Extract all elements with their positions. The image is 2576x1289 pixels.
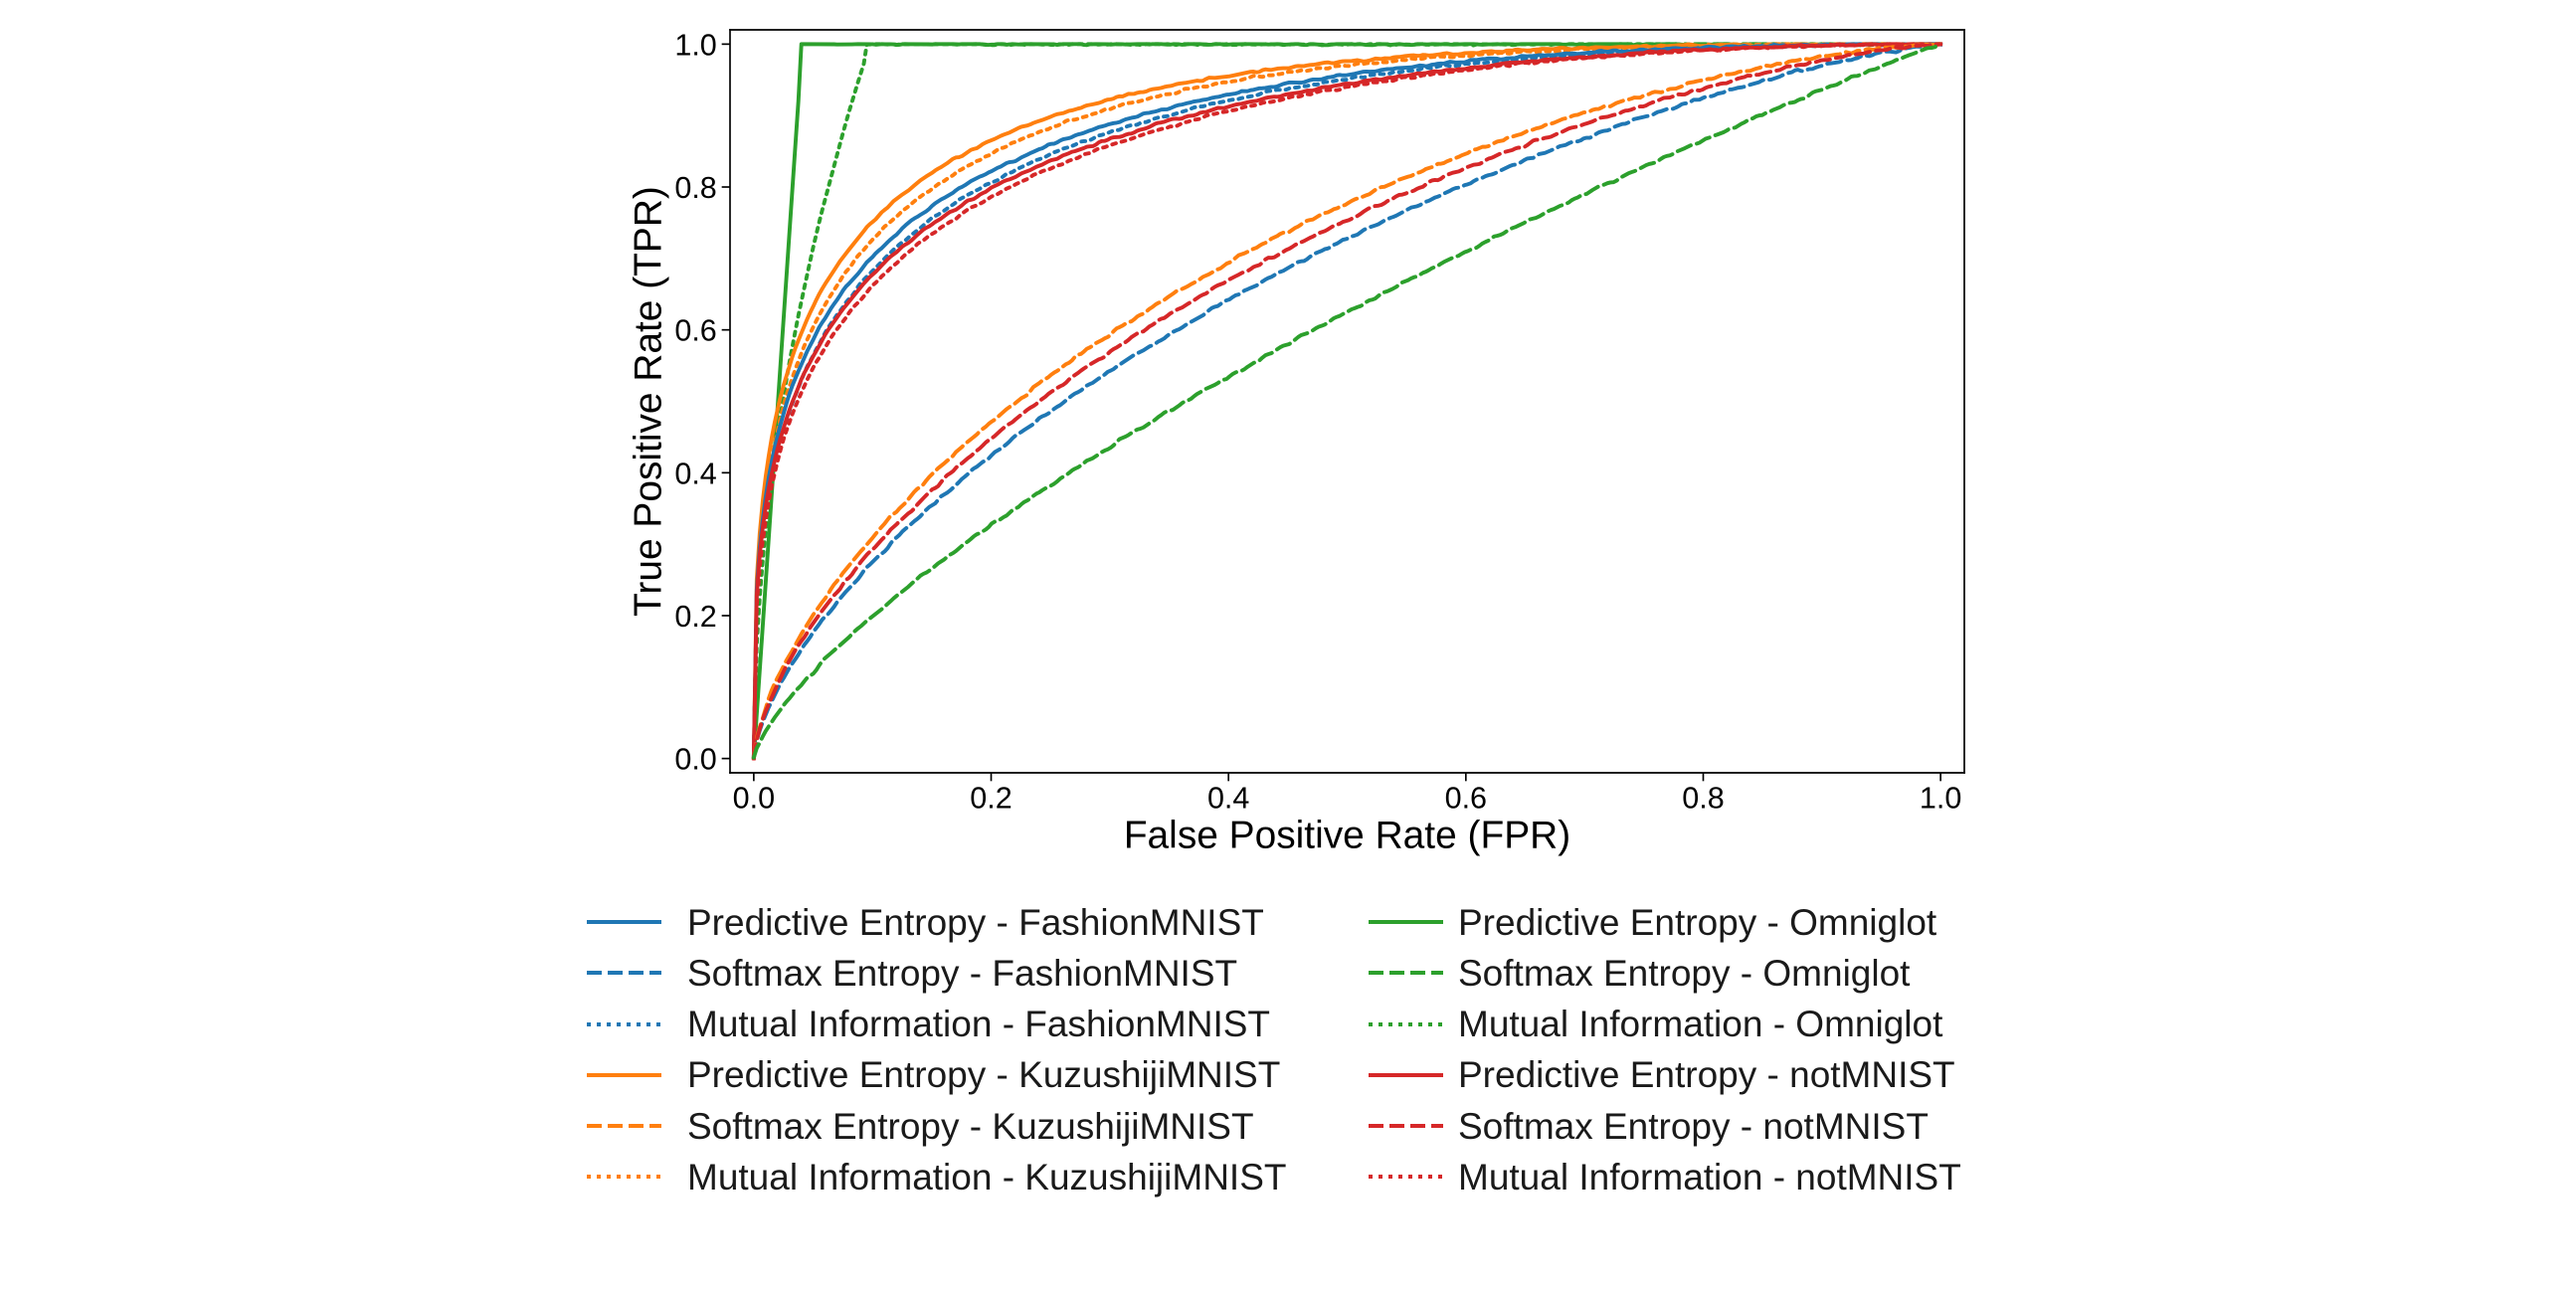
- svg-text:0.8: 0.8: [1682, 781, 1724, 815]
- svg-text:1.0: 1.0: [1920, 781, 1961, 815]
- svg-text:0.4: 0.4: [674, 457, 716, 490]
- svg-text:0.0: 0.0: [733, 781, 775, 815]
- svg-text:0.0: 0.0: [674, 743, 716, 777]
- svg-text:0.2: 0.2: [970, 781, 1012, 815]
- svg-text:False Positive Rate (FPR): False Positive Rate (FPR): [1124, 814, 1570, 856]
- svg-text:0.4: 0.4: [1207, 781, 1249, 815]
- svg-text:0.8: 0.8: [674, 171, 716, 205]
- svg-text:0.2: 0.2: [674, 600, 716, 634]
- svg-text:1.0: 1.0: [674, 28, 716, 62]
- svg-text:0.6: 0.6: [1445, 781, 1487, 815]
- svg-text:0.6: 0.6: [674, 314, 716, 348]
- svg-text:True Positive Rate (TPR): True Positive Rate (TPR): [628, 186, 670, 617]
